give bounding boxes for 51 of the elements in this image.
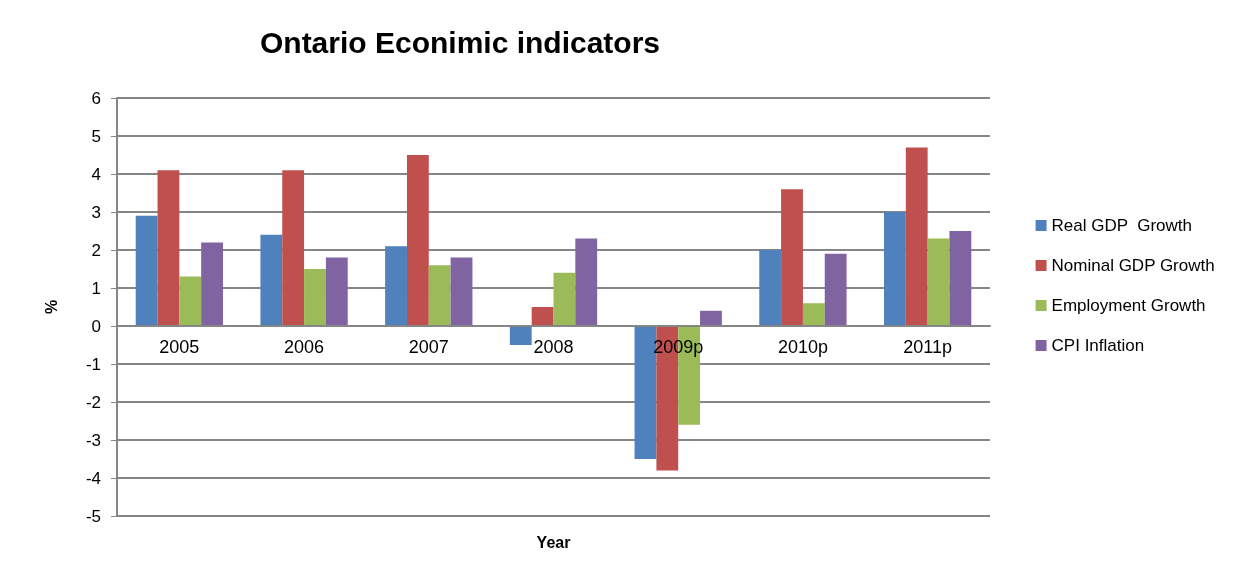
bar <box>325 257 348 326</box>
bar <box>260 234 283 326</box>
x-tick-label: 2007 <box>408 337 449 357</box>
bar <box>883 212 906 326</box>
legend-label: Nominal GDP Growth <box>1051 256 1215 275</box>
bar <box>824 253 847 326</box>
bar <box>531 307 554 326</box>
x-tick-label: 2008 <box>533 337 574 357</box>
bar <box>385 246 407 326</box>
bar <box>282 170 305 326</box>
legend-label: Employment Growth <box>1051 296 1206 315</box>
y-axis-title: % <box>42 299 60 315</box>
y-tick-label: -1 <box>85 354 101 374</box>
bar <box>406 155 429 326</box>
x-axis-title: Year <box>536 533 571 551</box>
x-tick-label: 2006 <box>284 337 325 357</box>
bar <box>201 242 224 326</box>
x-tick-label: 2009p <box>653 337 704 357</box>
y-tick-label: 5 <box>91 126 101 146</box>
y-tick-label: 1 <box>91 278 101 298</box>
legend-label: Real GDP Growth <box>1051 216 1193 235</box>
bar <box>304 269 326 326</box>
bar <box>759 250 782 326</box>
x-tick-label: 2011p <box>903 337 952 357</box>
legend-label: CPI Inflation <box>1051 336 1145 355</box>
y-tick-label: 6 <box>91 88 101 108</box>
bar <box>781 189 803 326</box>
bar <box>949 231 972 326</box>
bar <box>575 238 598 326</box>
bar <box>553 272 576 326</box>
x-tick-label: 2005 <box>159 337 200 357</box>
x-tick-label: 2010p <box>777 337 828 357</box>
bar <box>428 265 451 326</box>
y-tick-label: -4 <box>85 468 101 488</box>
bar <box>509 326 532 345</box>
bar <box>450 257 473 326</box>
y-tick-label: -3 <box>85 430 101 450</box>
y-tick-label: 3 <box>91 202 101 222</box>
y-tick-label: -5 <box>85 506 101 526</box>
bar <box>905 147 928 326</box>
bar <box>927 238 950 326</box>
chart-title: Ontario Econimic indicators <box>259 25 661 59</box>
bar <box>179 276 202 326</box>
y-tick-label: 4 <box>91 164 101 184</box>
bar <box>135 215 158 326</box>
bar <box>157 170 180 326</box>
bar <box>700 310 722 326</box>
y-tick-label: 2 <box>91 240 101 260</box>
y-tick-label: 0 <box>91 316 101 336</box>
y-tick-label: -2 <box>85 392 101 412</box>
bar <box>802 303 825 326</box>
